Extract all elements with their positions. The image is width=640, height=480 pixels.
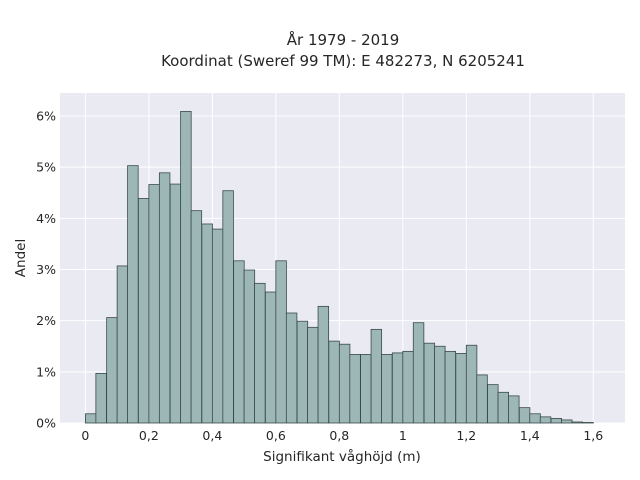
histogram-bar (328, 340, 340, 424)
histogram-bar (349, 354, 361, 424)
x-tick-label: 0 (81, 428, 89, 443)
histogram-bar (116, 265, 129, 424)
histogram-bar (487, 384, 499, 424)
histogram-bar (243, 269, 256, 424)
x-tick-label: 1 (399, 428, 407, 443)
histogram-bar (84, 413, 97, 424)
x-tick-label: 0,6 (266, 428, 286, 443)
histogram-bar (476, 374, 488, 424)
histogram-bar (561, 419, 573, 424)
x-tick-label: 0,4 (202, 428, 222, 443)
histogram-bar (211, 228, 224, 424)
histogram-bar (148, 184, 160, 424)
histogram-bar (190, 210, 203, 424)
y-tick-label: 6% (36, 109, 56, 124)
histogram-bar (127, 165, 139, 424)
x-axis-ticks: 0 0,2 0,4 0,6 0,8 1 1,2 1,4 1,6 (81, 428, 603, 443)
y-tick-label: 5% (36, 160, 56, 175)
y-tick-label: 3% (36, 262, 56, 277)
histogram-bars (84, 111, 594, 424)
chart-title: År 1979 - 2019 (287, 30, 400, 49)
histogram-bar (423, 342, 436, 424)
histogram-bar (455, 353, 467, 424)
histogram-bar (264, 291, 277, 424)
histogram-bar (95, 372, 107, 424)
histogram-bar (497, 391, 510, 424)
chart-subtitle: Koordinat (Sweref 99 TM): E 482273, N 62… (161, 52, 525, 70)
histogram-bar (233, 260, 245, 424)
histogram-bar (138, 197, 150, 424)
x-tick-label: 1,2 (456, 428, 476, 443)
histogram-bar (582, 422, 594, 424)
x-tick-label: 1,6 (583, 428, 603, 443)
histogram-bar (296, 320, 309, 424)
y-tick-label: 4% (36, 211, 56, 226)
x-axis-label: Signifikant våghöjd (m) (263, 448, 421, 465)
histogram-bar (201, 223, 213, 424)
histogram-bar (434, 345, 446, 424)
histogram-bar (158, 172, 171, 424)
histogram-bar (180, 111, 192, 424)
histogram-bar (550, 417, 563, 424)
histogram-bar (571, 421, 583, 424)
histogram-bar (508, 395, 520, 424)
histogram-bar (338, 343, 351, 424)
histogram-bar (285, 312, 298, 424)
histogram-bar (402, 350, 414, 424)
histogram-bar (412, 322, 425, 424)
histogram-bar (169, 183, 182, 424)
y-axis-label: Andel (13, 239, 29, 277)
histogram-bar (317, 305, 330, 424)
y-tick-label: 0% (36, 416, 56, 431)
x-tick-label: 1,4 (520, 428, 540, 443)
histogram-bar (381, 354, 393, 424)
histogram-bar (254, 282, 266, 424)
x-tick-label: 0,2 (139, 428, 159, 443)
x-tick-label: 0,8 (329, 428, 349, 443)
y-tick-label: 2% (36, 313, 56, 328)
histogram-bar (275, 260, 287, 424)
histogram-bar (370, 328, 383, 424)
histogram-bar (106, 317, 118, 424)
y-tick-label: 1% (36, 364, 56, 379)
histogram-bar (307, 326, 319, 424)
y-axis-ticks: 0% 1% 2% 3% 4% 5% 6% (36, 109, 56, 431)
histogram-bar (391, 352, 404, 424)
histogram-bar (360, 354, 372, 424)
histogram-bar (539, 416, 552, 424)
histogram-bar (444, 350, 456, 424)
histogram-bar (222, 190, 234, 424)
histogram-bar (529, 413, 541, 424)
histogram-bar (518, 407, 531, 424)
histogram-bar (465, 344, 478, 424)
